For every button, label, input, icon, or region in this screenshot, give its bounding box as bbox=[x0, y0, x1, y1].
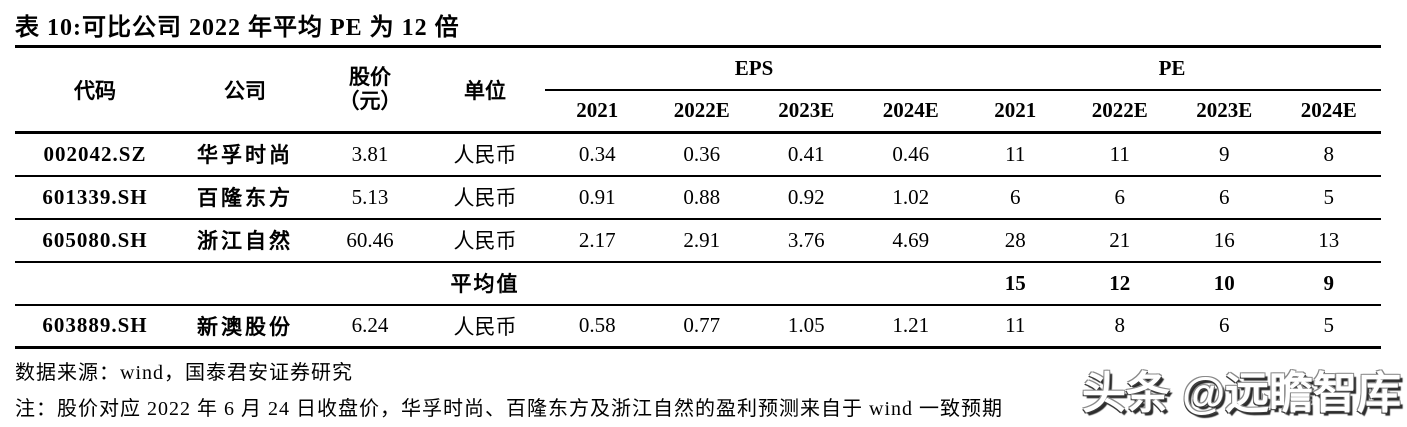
stock-price: 5.13 bbox=[315, 175, 425, 220]
eps-value: 0.41 bbox=[754, 132, 859, 177]
table-row: 601339.SH 百隆东方 5.13 人民币 0.91 0.88 0.92 1… bbox=[15, 175, 1381, 220]
stock-code: 601339.SH bbox=[15, 175, 175, 220]
code-column-header: 代码 bbox=[15, 46, 175, 134]
eps-value: 0.46 bbox=[858, 132, 963, 177]
eps-year-header: 2021 bbox=[545, 89, 650, 134]
currency-unit: 人民币 bbox=[425, 175, 545, 220]
eps-value: 0.77 bbox=[683, 313, 721, 338]
pe-value: 11 bbox=[1005, 313, 1026, 338]
table-group-header-row: 代码 公司 股价 （元） 单位 EPS PE bbox=[15, 46, 1381, 134]
eps-value: 0.92 bbox=[754, 175, 859, 220]
eps-group-header: EPS bbox=[545, 46, 963, 91]
eps-value: 4.69 bbox=[858, 218, 963, 263]
data-source-note: 数据来源：wind，国泰君安证券研究 bbox=[15, 362, 353, 384]
eps-value: 0.91 bbox=[545, 175, 650, 220]
empty-cell bbox=[15, 261, 175, 306]
pe-value: 5 bbox=[1276, 175, 1381, 220]
eps-year-header: 2023E bbox=[754, 89, 859, 134]
eps-year-header: 2022E bbox=[649, 89, 754, 134]
pe-value: 8 bbox=[1276, 132, 1381, 177]
table-row: 603889.SH 新澳股份 6.24 人民币 0.58 0.77 1.05 1… bbox=[15, 305, 1381, 348]
pe-value: 6 bbox=[1067, 175, 1172, 220]
unit-column-header: 单位 bbox=[425, 46, 545, 134]
empty-cell bbox=[858, 261, 963, 306]
currency-unit: 人民币 bbox=[453, 314, 517, 339]
pe-year-header: 2022E bbox=[1067, 89, 1172, 134]
empty-cell bbox=[649, 261, 754, 306]
company-name: 华孚时尚 bbox=[175, 132, 315, 177]
pe-value: 6 bbox=[1172, 175, 1277, 220]
pe-value: 8 bbox=[1114, 313, 1126, 338]
stock-price: 60.46 bbox=[315, 218, 425, 263]
eps-value: 3.76 bbox=[754, 218, 859, 263]
pe-value: 5 bbox=[1323, 313, 1335, 338]
eps-value: 0.36 bbox=[649, 132, 754, 177]
eps-value: 2.91 bbox=[649, 218, 754, 263]
eps-value: 0.58 bbox=[578, 313, 616, 338]
average-label: 平均值 bbox=[425, 261, 545, 306]
comparable-companies-table: 代码 公司 股价 （元） 单位 EPS PE 2021 2022E 2023E … bbox=[15, 45, 1381, 349]
price-column-header: 股价 （元） bbox=[315, 46, 425, 134]
stock-code: 605080.SH bbox=[15, 218, 175, 263]
empty-cell bbox=[545, 261, 650, 306]
company-name: 百隆东方 bbox=[175, 175, 315, 220]
empty-cell bbox=[754, 261, 859, 306]
average-pe-value: 12 bbox=[1067, 261, 1172, 306]
pe-year-header: 2024E bbox=[1276, 89, 1381, 134]
footnote: 注：股价对应 2022 年 6 月 24 日收盘价，华孚时尚、百隆东方及浙江自然… bbox=[15, 398, 1003, 420]
empty-cell bbox=[315, 261, 425, 306]
currency-unit: 人民币 bbox=[425, 132, 545, 177]
table-row: 002042.SZ 华孚时尚 3.81 人民币 0.34 0.36 0.41 0… bbox=[15, 132, 1381, 177]
table-years-header-row: 2021 2022E 2023E 2024E 2021 2022E 2023E … bbox=[15, 89, 1381, 134]
company-name: 新澳股份 bbox=[197, 314, 293, 339]
page-title: 表 10:可比公司 2022 年平均 PE 为 12 倍 bbox=[15, 15, 460, 41]
company-name: 浙江自然 bbox=[175, 218, 315, 263]
pe-value: 21 bbox=[1067, 218, 1172, 263]
price-header-line1: 股价 bbox=[349, 65, 391, 90]
pe-value: 13 bbox=[1276, 218, 1381, 263]
pe-year-header: 2021 bbox=[963, 89, 1068, 134]
average-pe-value: 9 bbox=[1276, 261, 1381, 306]
stock-price: 3.81 bbox=[315, 132, 425, 177]
average-pe-value: 10 bbox=[1172, 261, 1277, 306]
eps-value: 1.02 bbox=[858, 175, 963, 220]
average-pe-value: 15 bbox=[963, 261, 1068, 306]
pe-value: 11 bbox=[963, 132, 1068, 177]
eps-value: 0.34 bbox=[545, 132, 650, 177]
pe-value: 11 bbox=[1067, 132, 1172, 177]
watermark: 头条 @远瞻智库 bbox=[1081, 369, 1401, 418]
empty-cell bbox=[175, 261, 315, 306]
stock-code: 603889.SH bbox=[42, 313, 148, 338]
eps-value: 2.17 bbox=[545, 218, 650, 263]
eps-value: 1.21 bbox=[892, 313, 930, 338]
pe-value: 28 bbox=[963, 218, 1068, 263]
company-column-header: 公司 bbox=[175, 46, 315, 134]
currency-unit: 人民币 bbox=[425, 218, 545, 263]
pe-value: 6 bbox=[1219, 313, 1230, 338]
pe-value: 6 bbox=[963, 175, 1068, 220]
table-row: 605080.SH 浙江自然 60.46 人民币 2.17 2.91 3.76 … bbox=[15, 218, 1381, 263]
stock-code: 002042.SZ bbox=[15, 132, 175, 177]
price-header-line2: （元） bbox=[338, 88, 402, 113]
eps-value: 0.88 bbox=[649, 175, 754, 220]
pe-value: 16 bbox=[1172, 218, 1277, 263]
pe-value: 9 bbox=[1172, 132, 1277, 177]
pe-year-header: 2023E bbox=[1172, 89, 1277, 134]
average-row: 平均值 15 12 10 9 bbox=[15, 261, 1381, 306]
stock-price: 6.24 bbox=[351, 313, 389, 338]
pe-group-header: PE bbox=[963, 46, 1381, 91]
eps-value: 1.05 bbox=[787, 313, 825, 338]
eps-year-header: 2024E bbox=[858, 89, 963, 134]
